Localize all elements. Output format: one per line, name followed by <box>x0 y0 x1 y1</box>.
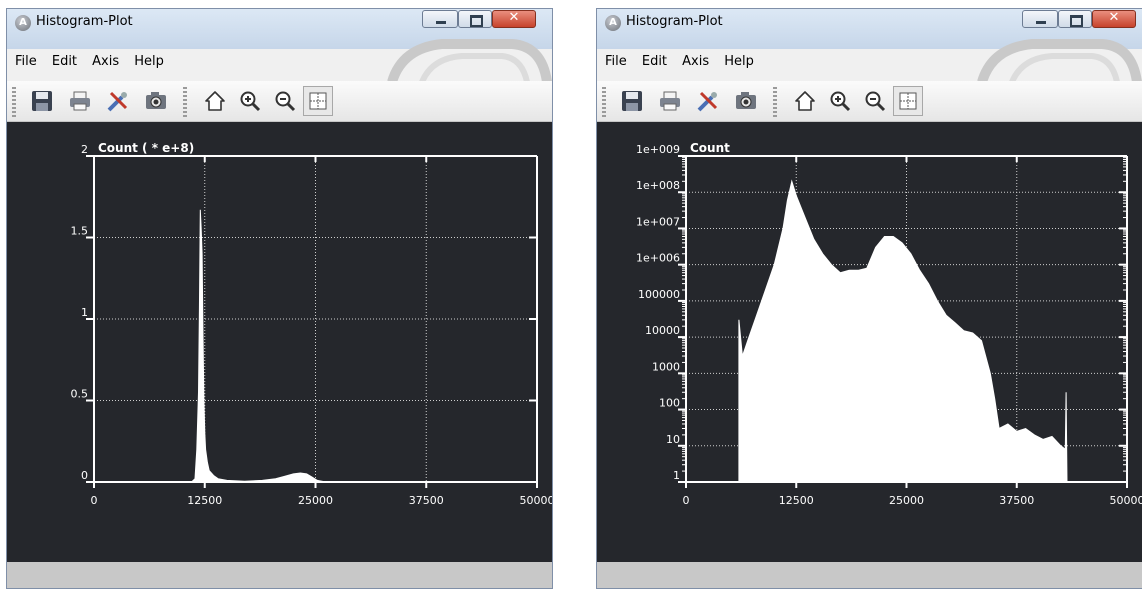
close-icon: ✕ <box>1108 10 1120 25</box>
y-tick-label: 100000 <box>638 288 680 301</box>
zoom-in-icon[interactable] <box>235 86 265 116</box>
camera-icon[interactable] <box>141 86 171 116</box>
toolbar-grip[interactable] <box>773 87 777 117</box>
zoom-out-icon[interactable] <box>270 86 300 116</box>
menu-file[interactable]: File <box>605 54 627 69</box>
menu-help[interactable]: Help <box>134 54 164 69</box>
y-tick-label: 1e+006 <box>636 252 680 265</box>
menu-edit[interactable]: Edit <box>51 54 78 69</box>
app-icon: A <box>15 15 31 31</box>
histogram-chart-linear: 0 12500 25000 37500 50000 0 0.5 1 1.5 2 Count ( * … <box>71 141 554 507</box>
histogram-plot[interactable]: 0 12500 25000 37500 50000 0 0.5 1 1.5 2 Count ( * … <box>7 122 552 562</box>
close-button[interactable]: ✕ <box>492 10 536 28</box>
y-tick-label: 1e+007 <box>636 215 680 228</box>
histogram-chart-log: 0 12500 25000 37500 50000 1 10 100 1000 10000 1000… <box>636 141 1142 507</box>
y-tick-label: 1.5 <box>71 225 89 238</box>
y-tick-label: 100 <box>659 397 680 410</box>
grid-icon[interactable] <box>893 86 923 116</box>
y-tick-label: 1e+009 <box>636 143 680 156</box>
x-tick-label: 50000 <box>1110 494 1142 507</box>
menu-file[interactable]: File <box>15 54 37 69</box>
print-icon[interactable] <box>65 86 95 116</box>
caption-buttons: ✕ <box>422 9 552 31</box>
title-bar[interactable]: A Histogram-Plot ✕ <box>7 9 552 49</box>
home-icon[interactable] <box>200 86 230 116</box>
toolbar-grip[interactable] <box>602 87 606 117</box>
maximize-button[interactable] <box>458 10 492 28</box>
decorative-swoosh <box>387 39 552 82</box>
x-tick-label: 50000 <box>520 494 554 507</box>
menu-edit[interactable]: Edit <box>641 54 668 69</box>
save-icon[interactable] <box>27 86 57 116</box>
window-title: Histogram-Plot <box>36 14 133 29</box>
toolbar-grip[interactable] <box>183 87 187 117</box>
zoom-in-icon[interactable] <box>825 86 855 116</box>
toolbar <box>7 81 552 122</box>
menu-help[interactable]: Help <box>724 54 754 69</box>
x-tick-label: 37500 <box>409 494 444 507</box>
maximize-button[interactable] <box>1058 10 1092 28</box>
tools-icon[interactable] <box>693 86 723 116</box>
toolbar-grip[interactable] <box>12 87 16 117</box>
menu-bar: File Edit Axis Help <box>7 50 169 78</box>
tools-icon[interactable] <box>103 86 133 116</box>
zoom-out-icon[interactable] <box>860 86 890 116</box>
y-axis-title: Count <box>690 141 730 155</box>
histogram-area <box>190 209 334 483</box>
save-icon[interactable] <box>617 86 647 116</box>
x-tick-label: 37500 <box>999 494 1034 507</box>
y-tick-label: 1 <box>673 469 680 482</box>
caption-buttons: ✕ <box>1022 9 1142 31</box>
y-tick-label: 1 <box>81 306 88 319</box>
histogram-window-linear: A Histogram-Plot ✕ File Edit Axis Help <box>6 8 553 589</box>
y-tick-label: 0 <box>81 469 88 482</box>
menu-bar: File Edit Axis Help <box>597 50 759 78</box>
camera-icon[interactable] <box>731 86 761 116</box>
x-tick-label: 0 <box>91 494 98 507</box>
y-axis-title: Count ( * e+8) <box>98 141 194 155</box>
y-tick-label: 10000 <box>645 324 680 337</box>
y-tick-label: 1e+008 <box>636 179 680 192</box>
y-tick-label: 2 <box>81 143 88 156</box>
close-button[interactable]: ✕ <box>1092 10 1136 28</box>
x-tick-label: 12500 <box>187 494 222 507</box>
menu-axis[interactable]: Axis <box>682 54 710 69</box>
x-tick-label: 12500 <box>779 494 814 507</box>
decorative-swoosh <box>977 39 1142 82</box>
app-icon: A <box>605 15 621 31</box>
y-tick-label: 1000 <box>652 360 680 373</box>
y-tick-label: 0.5 <box>71 388 89 401</box>
histogram-plot[interactable]: 0 12500 25000 37500 50000 1 10 100 1000 10000 1000… <box>597 122 1142 562</box>
x-tick-label: 25000 <box>298 494 333 507</box>
x-tick-label: 0 <box>683 494 690 507</box>
histogram-area <box>738 179 1068 483</box>
status-bar <box>597 562 1142 588</box>
histogram-window-log: A Histogram-Plot ✕ File Edit Axis Help <box>596 8 1142 589</box>
menu-axis[interactable]: Axis <box>92 54 120 69</box>
status-bar <box>7 562 552 588</box>
y-tick-label: 10 <box>666 433 680 446</box>
window-title: Histogram-Plot <box>626 14 723 29</box>
print-icon[interactable] <box>655 86 685 116</box>
toolbar <box>597 81 1142 122</box>
grid-icon[interactable] <box>303 86 333 116</box>
x-tick-label: 25000 <box>889 494 924 507</box>
minimize-button[interactable] <box>422 10 458 28</box>
close-icon: ✕ <box>508 10 520 25</box>
minimize-button[interactable] <box>1022 10 1058 28</box>
home-icon[interactable] <box>790 86 820 116</box>
